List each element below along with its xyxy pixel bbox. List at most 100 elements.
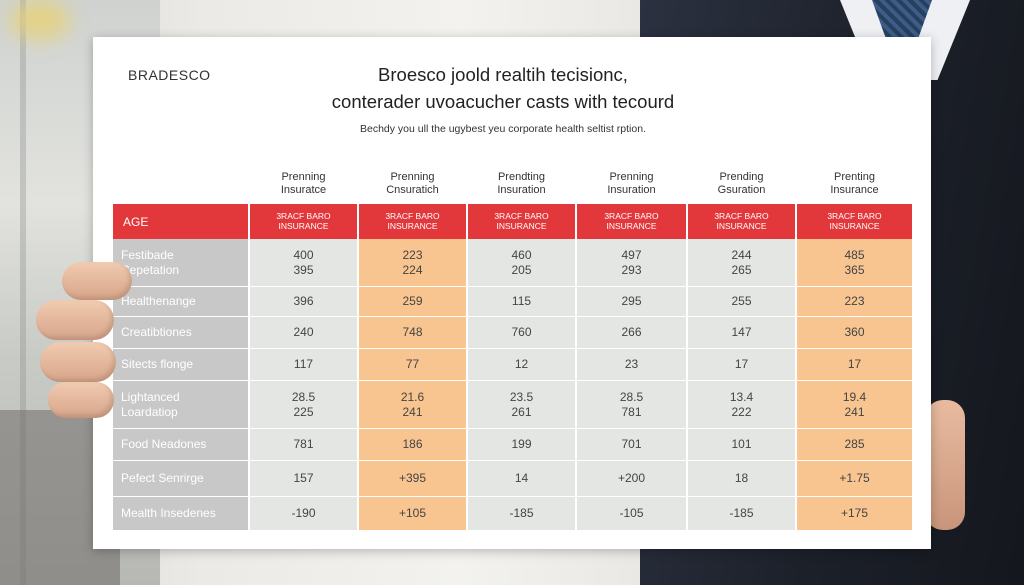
- table-cell: 460 205: [468, 239, 575, 286]
- table-cell: 360: [797, 317, 912, 348]
- cell-value: 241: [402, 404, 423, 419]
- table-cell: +395: [359, 461, 466, 496]
- column-header-1: Prenning Insuratce: [252, 171, 356, 197]
- cell-value: 28.5: [619, 389, 644, 404]
- table-cell: 701: [577, 429, 686, 460]
- row-label: Creatibtiones: [121, 325, 192, 339]
- row-label: Healthenange: [121, 294, 196, 308]
- cell-value: 223: [402, 247, 423, 262]
- table-cell: 485 365: [797, 239, 912, 286]
- column-header-text: Gsuration: [717, 184, 766, 196]
- plan-header-text: 3RACF BARO: [827, 211, 882, 221]
- column-header-text: Prenning: [281, 171, 326, 183]
- cell-value: 781: [621, 404, 642, 419]
- cell-value: 28.5: [291, 389, 316, 404]
- column-header-text: Insuration: [497, 184, 546, 196]
- cell-value: 115: [511, 294, 532, 308]
- plan-header-cell: 3RACF BARO INSURANCE: [688, 211, 795, 231]
- cell-value: 244: [731, 247, 752, 262]
- row-label: Food Neadones: [121, 437, 207, 451]
- cell-value: 18: [734, 471, 749, 485]
- cell-value: 77: [405, 357, 420, 371]
- column-header-text: Prendting: [497, 171, 546, 183]
- column-divider: [248, 204, 250, 532]
- cell-value: 701: [621, 437, 642, 451]
- cell-value: 17: [847, 357, 862, 371]
- table-cell: 760: [468, 317, 575, 348]
- cell-value: 295: [621, 294, 642, 308]
- column-divider: [466, 204, 468, 532]
- column-header-text: Insurance: [830, 184, 879, 196]
- table-cell: 396: [250, 287, 357, 316]
- plan-header-text: 3RACF BARO: [276, 211, 331, 221]
- table-cell: 781: [250, 429, 357, 460]
- column-header-5: Prending Gsuration: [690, 171, 794, 197]
- row-label: Lightanced: [121, 389, 180, 404]
- table-cell: 244 265: [688, 239, 795, 286]
- plan-header-text: 3RACF BARO: [385, 211, 440, 221]
- cell-value: 223: [844, 294, 865, 308]
- row-label-cell: Creatibtiones: [113, 317, 248, 348]
- cell-value: 17: [734, 357, 749, 371]
- column-header-2: Prenning Cnsuratich: [361, 171, 465, 197]
- cell-value: 199: [511, 437, 532, 451]
- plan-header-cell: 3RACF BARO INSURANCE: [250, 211, 357, 231]
- table-cell: 28.5 781: [577, 381, 686, 428]
- table-cell: 259: [359, 287, 466, 316]
- right-hand: [925, 400, 965, 530]
- page-subtitle: Bechdy you ull the ugybest yeu corporate…: [359, 123, 646, 135]
- cell-value: 225: [293, 404, 314, 419]
- table-cell: 17: [797, 349, 912, 380]
- row-label: Festibade: [121, 247, 174, 262]
- cell-value: 748: [402, 325, 423, 339]
- cell-value: 360: [844, 325, 865, 339]
- cell-value: 240: [293, 325, 314, 339]
- table-cell: -105: [577, 497, 686, 530]
- table-cell: 13.4 222: [688, 381, 795, 428]
- table-cell: 255: [688, 287, 795, 316]
- table-cell: 21.6 241: [359, 381, 466, 428]
- table-cell: -185: [468, 497, 575, 530]
- row-label-cell: Festibade Cepetation: [113, 239, 248, 286]
- cell-value: 261: [511, 404, 532, 419]
- cell-value: 485: [844, 247, 865, 262]
- cell-value: 23: [624, 357, 639, 371]
- column-divider: [357, 204, 359, 532]
- page-title-line-2: conterader uvoacucher casts with tecourd: [331, 91, 675, 112]
- plan-header-text: INSURANCE: [278, 221, 329, 231]
- cell-value: 255: [731, 294, 752, 308]
- plan-header-text: INSURANCE: [716, 221, 767, 231]
- table-cell: 17: [688, 349, 795, 380]
- cell-value: 21.6: [400, 389, 425, 404]
- table-row: Pefect Senrirge 157 +395 14 +200 18 +1.75: [113, 461, 912, 496]
- age-label: AGE: [123, 215, 149, 229]
- column-header-text: Prenning: [609, 171, 654, 183]
- cell-value: 222: [731, 404, 752, 419]
- cell-value: 101: [731, 437, 752, 451]
- cell-value: 23.5: [509, 389, 534, 404]
- cell-value: +1.75: [839, 471, 870, 485]
- cell-value: 460: [511, 247, 532, 262]
- table-cell: 497 293: [577, 239, 686, 286]
- table-row: Festibade Cepetation 400 395 223 224 460 205 497…: [113, 239, 912, 286]
- plan-header-text: INSURANCE: [496, 221, 547, 231]
- row-label-cell: Food Neadones: [113, 429, 248, 460]
- cell-value: 157: [293, 471, 314, 485]
- column-header-6: Prenting Insurance: [803, 171, 907, 197]
- row-label-cell: Sitects flonge: [113, 349, 248, 380]
- table-cell: 285: [797, 429, 912, 460]
- row-label: Cepetation: [121, 262, 180, 277]
- brand-logo: BRADESCO: [128, 67, 211, 83]
- row-label-cell: Lightanced Loardatiop: [113, 381, 248, 428]
- table-row: Sitects flonge 117 77 12 23 17 17: [113, 349, 912, 380]
- table-header-row: AGE 3RACF BARO INSURANCE 3RACF BARO INSURAN…: [113, 204, 912, 239]
- column-header-text: Insuratce: [280, 184, 327, 196]
- table-cell: 101: [688, 429, 795, 460]
- cell-value: 365: [844, 262, 865, 277]
- table-row: Lightanced Loardatiop 28.5 225 21.6 241 23.5 26…: [113, 381, 912, 428]
- plan-header-text: INSURANCE: [606, 221, 657, 231]
- row-label: Pefect Senrirge: [121, 471, 204, 485]
- cell-value: 147: [731, 325, 752, 339]
- cell-value: 497: [621, 247, 642, 262]
- row-label-cell: Healthenange: [113, 287, 248, 316]
